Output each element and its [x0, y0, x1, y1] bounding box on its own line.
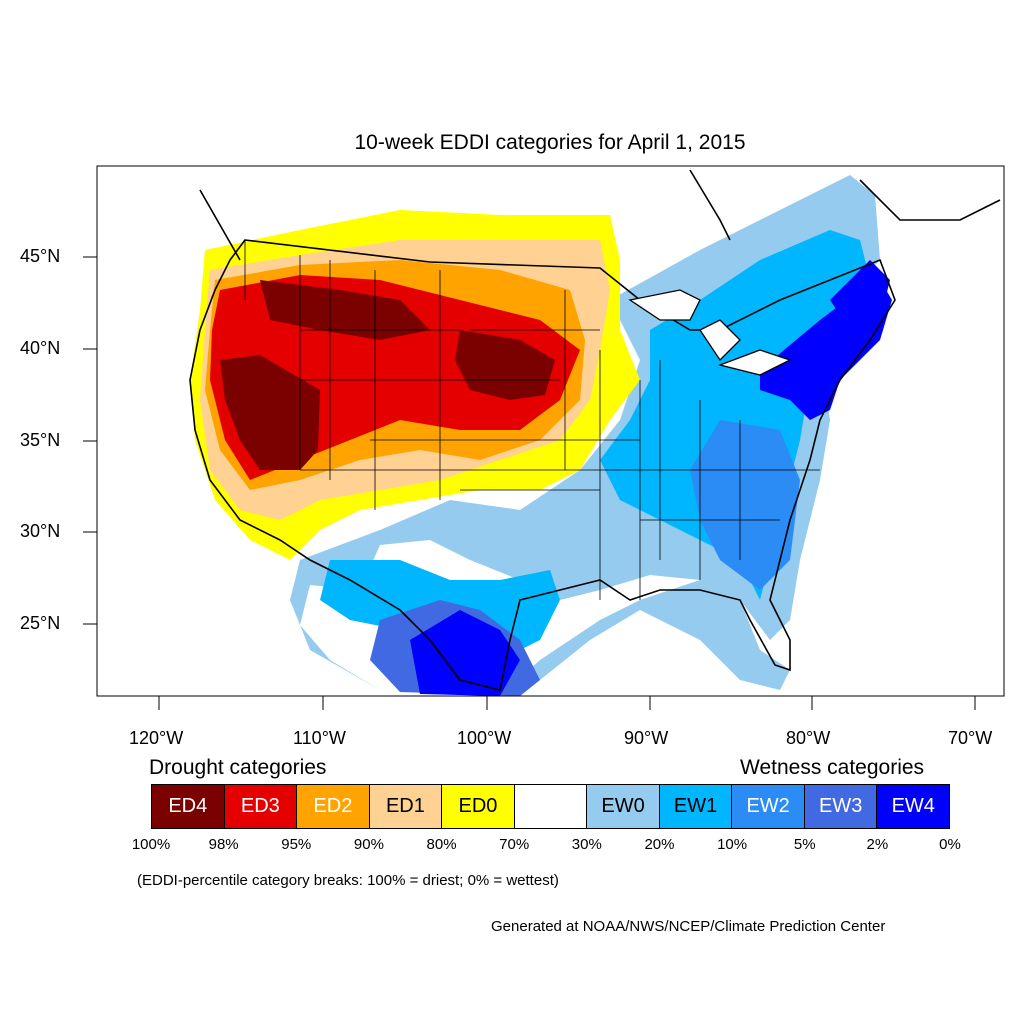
dry-region-ed4-north [260, 280, 430, 340]
legend-swatch-ed3: ED3 [224, 785, 298, 828]
legend-swatch-ew0: EW0 [587, 785, 660, 828]
legend-swatch-ew2: EW2 [732, 785, 805, 828]
category-legend: ED4 ED3 ED2 ED1 ED0 EW0 EW1 EW2 EW3 EW4 [151, 784, 950, 829]
map-title: 10-week EDDI categories for April 1, 201… [354, 131, 746, 154]
lat-ticks [83, 256, 97, 625]
state-borders [244, 240, 820, 600]
wetness-heading: Wetness categories [740, 756, 925, 779]
lat-label-40: 40°N [20, 338, 61, 358]
legend-swatch-ew3: EW3 [804, 785, 878, 828]
wet-region-ew1 [600, 230, 870, 600]
lon-label-120: 120°W [129, 728, 184, 748]
break-label: 10% [717, 836, 748, 853]
legend-swatch-neutral [514, 785, 588, 828]
break-label: 70% [499, 836, 530, 853]
canada-coast [199, 169, 1001, 261]
legend-swatch-ed0: ED0 [442, 785, 515, 828]
dry-region-ed4-west [220, 355, 320, 470]
break-label: 100% [131, 836, 171, 853]
legend-swatch-ew4: EW4 [877, 785, 950, 828]
break-label: 5% [793, 836, 816, 853]
us-outline [189, 239, 896, 691]
category-note: (EDDI-percentile category breaks: 100% =… [137, 872, 559, 889]
lat-label-25: 25°N [20, 613, 61, 633]
drought-heading: Drought categories [149, 756, 327, 779]
break-label: 95% [281, 836, 312, 853]
break-label: 0% [939, 836, 961, 853]
lon-label-100: 100°W [457, 728, 512, 748]
credit-text: Generated at NOAA/NWS/NCEP/Climate Predi… [491, 918, 886, 935]
legend-swatch-ed2: ED2 [297, 785, 370, 828]
wet-region-ew2 [690, 420, 800, 590]
break-label: 30% [571, 836, 602, 853]
lon-label-90: 90°W [624, 728, 669, 748]
legend-swatch-ed4: ED4 [152, 785, 225, 828]
lat-label-35: 35°N [20, 430, 61, 450]
great-lakes [628, 289, 792, 376]
dry-region-ed4-plains [455, 330, 555, 400]
lon-label-70: 70°W [948, 728, 993, 748]
lat-label-30: 30°N [20, 521, 61, 541]
break-label: 98% [208, 836, 239, 853]
wet-region-ew4-texas [410, 610, 520, 696]
wet-region-ew4-maine [830, 260, 890, 330]
legend-swatch-ew1: EW1 [659, 785, 733, 828]
break-label: 80% [426, 836, 457, 853]
break-label: 2% [866, 836, 889, 853]
lon-label-80: 80°W [786, 728, 831, 748]
break-label: 90% [353, 836, 384, 853]
lat-label-45: 45°N [20, 246, 61, 266]
lon-ticks [158, 696, 976, 710]
break-label: 20% [644, 836, 675, 853]
legend-swatch-ed1: ED1 [369, 785, 443, 828]
lon-label-110: 110°W [293, 728, 346, 748]
